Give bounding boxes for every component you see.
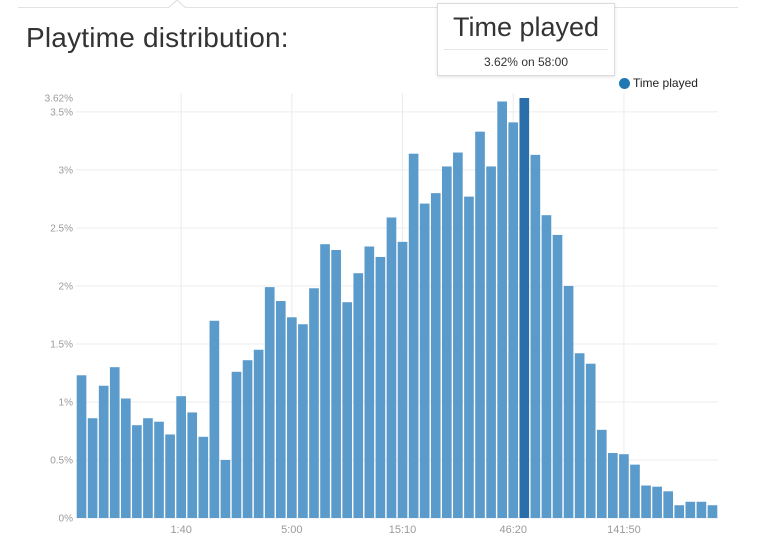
y-axis-labels: 0% 0.5% 1% 1.5% 2% 2.5% 3% 3.5% 3.62% — [45, 94, 73, 525]
y-tick-label: 3.5% — [50, 107, 73, 118]
bar-highlighted[interactable] — [519, 98, 530, 518]
x-axis-labels: 1:40 5:00 15:10 46:20 141:50 — [170, 524, 640, 536]
y-tick-label: 1% — [59, 397, 74, 408]
bar[interactable] — [574, 353, 585, 518]
bar[interactable] — [541, 215, 552, 519]
bar[interactable] — [198, 436, 209, 518]
bar[interactable] — [331, 249, 341, 518]
bar[interactable] — [508, 122, 519, 519]
bar[interactable] — [154, 421, 164, 518]
bar[interactable] — [220, 459, 231, 518]
bar[interactable] — [386, 217, 397, 519]
bar[interactable] — [231, 371, 242, 518]
bar[interactable] — [364, 246, 375, 518]
bar[interactable] — [430, 193, 441, 518]
bar[interactable] — [497, 101, 507, 519]
y-max-label: 3.62% — [45, 94, 73, 105]
bar[interactable] — [464, 196, 474, 519]
tooltip: Time played 3.62% on 58:00 — [437, 3, 615, 76]
bar[interactable] — [132, 425, 142, 518]
bar[interactable] — [608, 453, 618, 518]
bar[interactable] — [530, 154, 541, 518]
bar[interactable] — [419, 203, 430, 518]
bar[interactable] — [397, 241, 408, 518]
bar[interactable] — [696, 501, 707, 518]
legend-label: Time played — [633, 76, 698, 90]
bar[interactable] — [707, 505, 718, 518]
bar[interactable] — [641, 485, 651, 518]
y-tick-label: 1.5% — [50, 339, 73, 350]
panel-notch — [168, 0, 186, 9]
bar[interactable] — [320, 244, 330, 518]
bar[interactable] — [109, 367, 120, 518]
bar[interactable] — [342, 302, 353, 518]
x-tick-label: 141:50 — [607, 524, 641, 536]
x-tick-label: 15:10 — [389, 524, 417, 536]
bars — [76, 98, 718, 519]
x-tick-label: 5:00 — [281, 524, 302, 536]
bar[interactable] — [375, 256, 386, 518]
bar[interactable] — [275, 301, 286, 518]
tooltip-series-name: Time played — [452, 12, 600, 42]
x-tick-label: 46:20 — [499, 524, 527, 536]
bar[interactable] — [176, 396, 186, 518]
bar[interactable] — [663, 491, 674, 518]
legend[interactable]: Time played — [619, 76, 698, 90]
bar[interactable] — [98, 385, 109, 518]
page-title: Playtime distribution: — [26, 22, 289, 53]
bar[interactable] — [309, 288, 319, 518]
bar[interactable] — [76, 375, 87, 518]
bar[interactable] — [408, 153, 419, 518]
bar[interactable] — [287, 317, 297, 518]
tooltip-value: 3.62% on 58:00 — [483, 55, 569, 69]
bar[interactable] — [143, 418, 153, 518]
bar[interactable] — [630, 464, 640, 518]
bar[interactable] — [165, 434, 175, 518]
bar[interactable] — [585, 363, 596, 518]
bar[interactable] — [652, 486, 662, 518]
bar[interactable] — [596, 429, 607, 518]
bar[interactable] — [475, 131, 485, 518]
bar[interactable] — [242, 360, 253, 518]
bar[interactable] — [353, 273, 364, 518]
bar[interactable] — [120, 398, 131, 518]
x-tick-label: 1:40 — [170, 524, 191, 536]
tooltip-divider — [444, 49, 608, 50]
legend-dot-icon — [619, 77, 630, 89]
y-tick-label: 2% — [59, 281, 74, 292]
bar[interactable] — [187, 412, 198, 518]
y-tick-label: 0% — [59, 514, 74, 525]
bar[interactable] — [298, 324, 308, 518]
bar[interactable] — [563, 285, 574, 518]
bar[interactable] — [552, 234, 563, 519]
bar[interactable] — [209, 320, 220, 518]
bar[interactable] — [453, 152, 463, 518]
y-tick-label: 3% — [59, 165, 74, 176]
bar[interactable] — [253, 349, 264, 518]
top-divider — [18, 7, 738, 8]
bar[interactable] — [486, 166, 496, 518]
y-tick-label: 2.5% — [50, 223, 73, 234]
bar[interactable] — [674, 505, 685, 518]
bar[interactable] — [619, 454, 629, 518]
bar[interactable] — [685, 501, 696, 518]
y-tick-label: 0.5% — [50, 455, 73, 466]
bar[interactable] — [441, 166, 452, 518]
bar[interactable] — [264, 287, 275, 518]
bar[interactable] — [87, 418, 98, 518]
